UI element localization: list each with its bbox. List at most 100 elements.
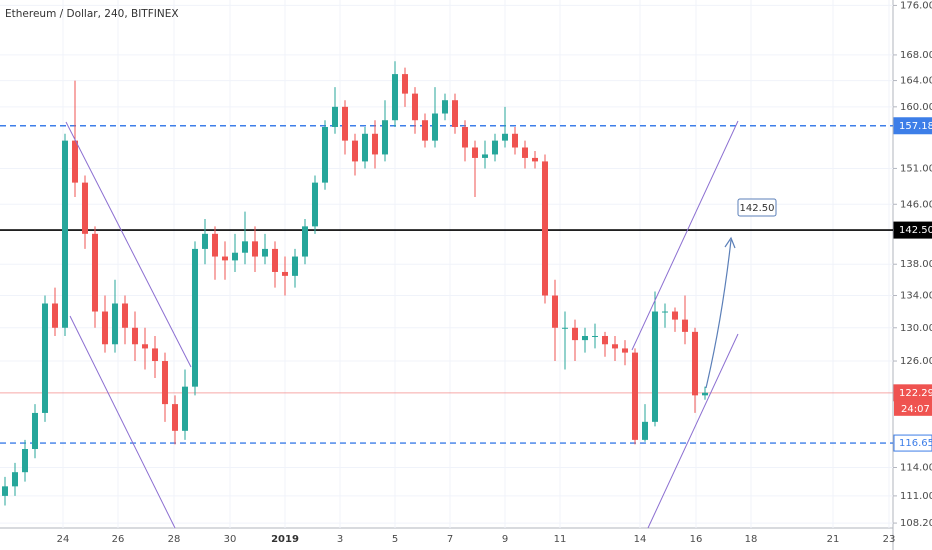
candle-body: [282, 271, 288, 276]
price-level-box: [893, 434, 932, 452]
y-tick-label: 126.00: [900, 356, 932, 367]
candle-body: [522, 147, 528, 158]
x-tick-label: 23: [883, 534, 896, 545]
candle-body: [52, 303, 58, 328]
candle-body: [222, 256, 228, 261]
candle-body: [252, 241, 258, 257]
price-level-label: 142.50: [899, 225, 932, 236]
candle-body: [462, 126, 468, 148]
x-tick-label: 26: [112, 534, 125, 545]
candle-body: [272, 248, 278, 272]
arrow-head: [724, 236, 736, 249]
candles: [2, 61, 708, 506]
x-tick-label: 18: [745, 534, 758, 545]
trend-line: [65, 121, 192, 368]
candle-body: [162, 361, 168, 405]
x-tick-label: 9: [502, 534, 508, 545]
candle-body: [672, 311, 678, 320]
countdown: 24:07: [901, 404, 930, 415]
candle-body: [502, 133, 508, 141]
candle-body: [322, 126, 328, 183]
y-tick-label: 108.20: [900, 518, 932, 529]
candle-body: [232, 252, 238, 261]
candle-body: [362, 133, 368, 162]
candle-body: [342, 106, 348, 141]
candle-body: [622, 348, 628, 353]
x-tick-label: 3: [337, 534, 343, 545]
candle-body: [102, 311, 108, 345]
levels: [0, 125, 893, 444]
x-tick-label: 5: [392, 534, 398, 545]
candle-body: [82, 182, 88, 234]
callout-text: 142.50: [740, 203, 775, 214]
candle-body: [582, 335, 588, 341]
candle-body: [402, 74, 408, 94]
y-tick-label: 134.00: [900, 291, 932, 302]
candle-body: [572, 327, 578, 341]
candle-body: [182, 386, 188, 431]
candle-body: [12, 472, 18, 487]
candle-body: [132, 327, 138, 345]
x-tick-label: 28: [168, 534, 181, 545]
candle-body: [632, 352, 638, 440]
candle-body: [702, 392, 708, 396]
candle-body: [612, 344, 618, 349]
price-level-label: 116.65: [899, 438, 932, 449]
x-tick-label: 30: [224, 534, 237, 545]
candle-body: [352, 140, 358, 162]
candle-body: [662, 311, 668, 313]
x-tick-label: 21: [827, 534, 840, 545]
candle-body: [372, 133, 378, 155]
candle-body: [312, 182, 318, 227]
candle-body: [682, 319, 688, 332]
candle-body: [112, 303, 118, 345]
candle-body: [62, 140, 68, 328]
candle-body: [512, 133, 518, 148]
price-level-label: 157.18: [899, 121, 932, 132]
y-tick-label: 130.00: [900, 323, 932, 334]
x-tick-label: 2019: [271, 534, 299, 545]
arrow: [705, 236, 736, 389]
candle-body: [482, 154, 488, 158]
candle-body: [452, 100, 458, 127]
candle-body: [492, 140, 498, 155]
candle-body: [302, 226, 308, 257]
candle-body: [192, 248, 198, 387]
candle-body: [72, 140, 78, 183]
candle-body: [242, 241, 248, 253]
candle-body: [92, 233, 98, 312]
y-tick-label: 138.00: [900, 259, 932, 270]
countdown-box: [894, 400, 932, 416]
candle-body: [152, 348, 158, 362]
channel-line: [647, 333, 739, 529]
chart-title: Ethereum / Dollar, 240, BITFINEX: [5, 8, 179, 20]
candle-body: [542, 161, 548, 296]
callout-box: [737, 198, 777, 217]
candle-body: [422, 120, 428, 141]
candle-body: [2, 486, 8, 496]
y-tick-label: 176.00: [900, 0, 932, 11]
y-tick-label: 146.00: [900, 199, 932, 210]
candle-body: [32, 412, 38, 450]
price-level-box: [893, 221, 932, 239]
y-tick-label: 164.00: [900, 76, 932, 87]
candle-body: [172, 404, 178, 431]
candle-body: [692, 331, 698, 396]
candle-body: [562, 327, 568, 329]
candle-body: [602, 335, 608, 345]
y-tick-label: 168.00: [900, 50, 932, 61]
price-level-label: 122.29: [899, 388, 932, 399]
candle-body: [142, 344, 148, 349]
y-tick-label: 114.00: [900, 463, 932, 474]
trend-line: [69, 315, 176, 529]
candle-body: [332, 106, 338, 127]
candle-body: [442, 100, 448, 114]
candle-body: [472, 147, 478, 158]
y-tick-label: 160.00: [900, 102, 932, 113]
x-tick-label: 24: [57, 534, 70, 545]
candle-body: [42, 303, 48, 413]
candle-body: [642, 421, 648, 440]
candle-body: [532, 157, 538, 162]
channel-line: [631, 120, 739, 351]
